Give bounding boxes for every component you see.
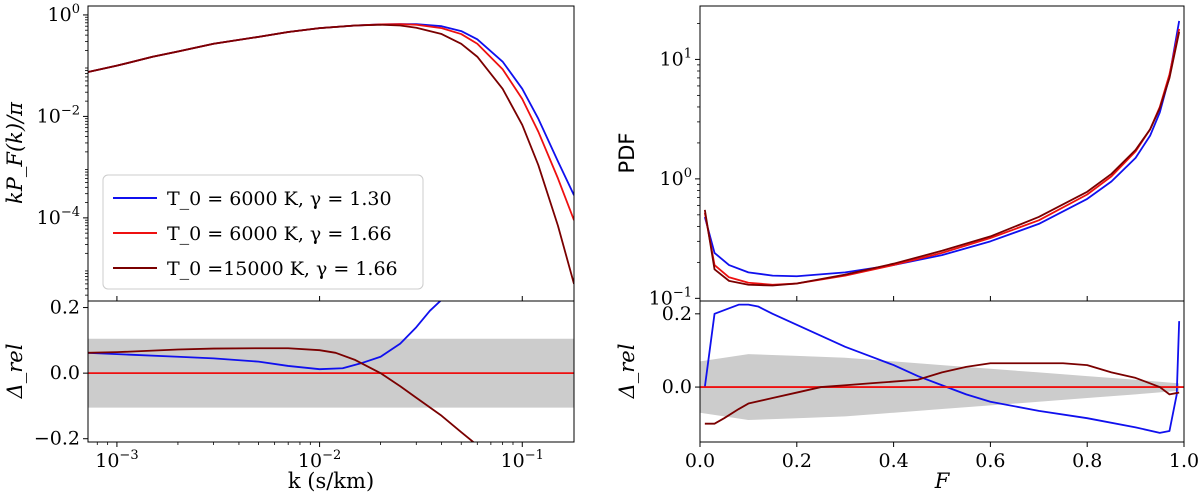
right-bottom-series-t-0-15000-k-1-66 [704,362,1180,425]
right-bottom-xtick-label: 0.4 [878,450,908,472]
left-top-ytick-label: 10−4 [37,205,80,229]
left-bottom-ylabel: Δ_rel [3,344,27,400]
right-top-ytick-label: 10−1 [649,285,692,309]
legend: T_0 = 6000 K, γ = 1.30 T_0 = 6000 K, γ =… [102,174,424,290]
left-top-ytick-label: 100 [48,2,80,26]
left-xlabel: k (s/km) [288,469,374,493]
right-top-series-t-0-6000-k-1-30 [703,20,1181,278]
right-top-series-t-0-6000-k-1-66 [703,28,1181,286]
right-top-series-t-0-15000-k-1-66 [703,31,1181,287]
left-bottom-ytick-label: 0.0 [50,362,80,384]
right-bottom-ytick-label: 0.0 [662,376,692,398]
tick-marks: 100 10−2 10−4 0.2 0.0 −0.2 10−3 10−2 10−1 101 100 1… [34,2,1199,472]
right-bottom-xtick-label: 0.0 [685,450,715,472]
left-bottom-xtick-label: 10−2 [298,448,341,472]
left-bottom-xtick-label: 10−3 [95,448,138,472]
right-bottom-series-t-0-6000-k-1-30 [703,303,1181,434]
left-top-ylabel: kP_F(k)/π [3,101,27,204]
right-bottom-xtick-label: 0.8 [1072,450,1102,472]
right-bottom-ytick-label: 0.2 [662,303,692,325]
flux-pdf-residual-panel [700,303,1184,434]
right-top-frame [699,5,1185,302]
legend-label-1: T_0 = 6000 K, γ = 1.30 [167,188,392,210]
left-bottom-series-t-0-6000-k-1-30 [88,301,442,371]
left-top-ytick-label: 10−2 [37,103,80,127]
right-top-ylabel: PDF [615,133,639,174]
legend-label-2: T_0 = 6000 K, γ = 1.66 [167,223,392,245]
power-spectrum-panel [88,23,574,285]
power-spectrum-residual-panel [88,301,574,442]
flux-pdf-panel [703,20,1181,287]
right-top-ytick-label: 101 [660,46,692,70]
legend-label-3: T_0 =15000 K, γ = 1.66 [167,258,398,280]
right-bottom-xtick-label: 0.2 [782,450,812,472]
right-top-ytick-label: 100 [660,166,692,190]
left-top-series-t-0-6000-k-1-30 [88,23,574,196]
right-bottom-frame [699,300,1185,443]
legend-box [102,174,424,290]
left-bottom-ytick-label: 0.2 [50,297,80,319]
left-top-series-t-0-15000-k-1-66 [88,23,574,285]
left-bottom-ytick-label: −0.2 [34,428,80,450]
right-bottom-xtick-label: 0.6 [975,450,1005,472]
left-bottom-frame [87,300,575,443]
right-bottom-ylabel: Δ_rel [615,344,639,400]
left-bottom-xtick-label: 10−1 [501,448,544,472]
left-bottom-series-t-0-15000-k-1-66 [88,347,475,442]
right-xlabel: F [934,469,951,493]
right-bottom-xtick-label: 1.0 [1169,450,1199,472]
